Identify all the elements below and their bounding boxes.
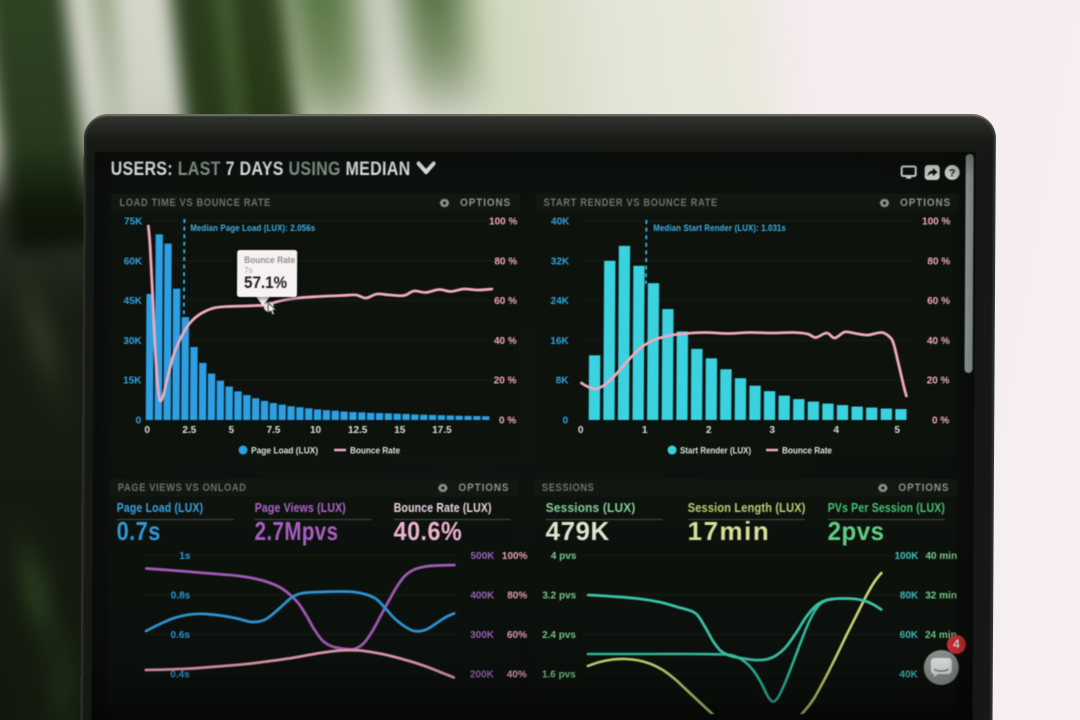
svg-text:300K: 300K [470, 630, 495, 641]
svg-text:100 %: 100 % [922, 217, 951, 228]
svg-text:80%: 80% [507, 591, 527, 602]
svg-text:3: 3 [769, 425, 775, 436]
svg-text:5: 5 [229, 425, 235, 436]
svg-text:1.6 pvs: 1.6 pvs [542, 670, 576, 681]
svg-text:60 %: 60 % [494, 296, 517, 307]
svg-text:80K: 80K [900, 591, 919, 602]
svg-text:60%: 60% [507, 630, 527, 641]
svg-text:Start Render (LUX): Start Render (LUX) [680, 446, 751, 457]
svg-text:2: 2 [706, 425, 712, 436]
svg-text:100 %: 100 % [489, 217, 518, 228]
svg-text:0: 0 [136, 416, 142, 427]
svg-text:4 pvs: 4 pvs [551, 551, 577, 562]
svg-text:60K: 60K [900, 630, 919, 641]
svg-text:15K: 15K [123, 376, 142, 387]
svg-text:40K: 40K [899, 670, 918, 681]
svg-text:32 min: 32 min [925, 591, 957, 602]
svg-text:1s: 1s [179, 551, 191, 562]
svg-text:400K: 400K [470, 591, 495, 602]
svg-text:32K: 32K [551, 256, 570, 267]
svg-text:0 %: 0 % [932, 416, 949, 427]
svg-text:100K: 100K [895, 551, 920, 562]
svg-text:Page Load (LUX): Page Load (LUX) [251, 446, 318, 457]
svg-text:0.4s: 0.4s [170, 670, 190, 681]
svg-text:2.5: 2.5 [182, 425, 196, 436]
svg-text:60K: 60K [124, 256, 143, 267]
svg-text:40 %: 40 % [927, 336, 950, 347]
svg-text:4: 4 [833, 425, 839, 436]
svg-text:20 %: 20 % [927, 376, 950, 387]
svg-text:0.8s: 0.8s [171, 591, 191, 602]
svg-text:40 min: 40 min [925, 551, 957, 562]
svg-text:500K: 500K [471, 551, 496, 562]
svg-text:40 %: 40 % [494, 336, 517, 347]
svg-text:40%: 40% [507, 670, 527, 681]
svg-text:80 %: 80 % [927, 256, 950, 267]
svg-text:5: 5 [894, 425, 900, 436]
svg-text:17.5: 17.5 [432, 425, 452, 436]
svg-text:60 %: 60 % [927, 296, 950, 307]
svg-text:30K: 30K [123, 336, 142, 347]
svg-text:1: 1 [642, 425, 648, 436]
svg-text:0: 0 [144, 425, 150, 436]
svg-text:16K: 16K [550, 336, 569, 347]
svg-text:?: ? [949, 167, 956, 179]
svg-text:0.6s: 0.6s [170, 630, 190, 641]
svg-text:15: 15 [394, 425, 406, 436]
svg-text:200K: 200K [470, 670, 495, 681]
svg-text:75K: 75K [124, 217, 143, 228]
svg-text:0: 0 [578, 425, 584, 436]
svg-text:12.5: 12.5 [348, 425, 368, 436]
svg-text:Bounce Rate: Bounce Rate [350, 446, 400, 457]
svg-text:80 %: 80 % [494, 256, 517, 267]
svg-text:8K: 8K [556, 376, 570, 387]
svg-text:10: 10 [310, 425, 322, 436]
svg-text:20 %: 20 % [494, 376, 517, 387]
svg-text:0: 0 [563, 416, 569, 427]
svg-text:45K: 45K [124, 296, 143, 307]
svg-text:40K: 40K [551, 217, 570, 228]
svg-text:100%: 100% [502, 551, 528, 562]
svg-text:Bounce Rate: Bounce Rate [782, 446, 832, 457]
svg-text:24K: 24K [551, 296, 570, 307]
svg-text:3.2 pvs: 3.2 pvs [542, 591, 576, 602]
svg-text:0 %: 0 % [499, 416, 516, 427]
svg-text:2.4 pvs: 2.4 pvs [542, 630, 576, 641]
svg-text:7.5: 7.5 [266, 425, 280, 436]
